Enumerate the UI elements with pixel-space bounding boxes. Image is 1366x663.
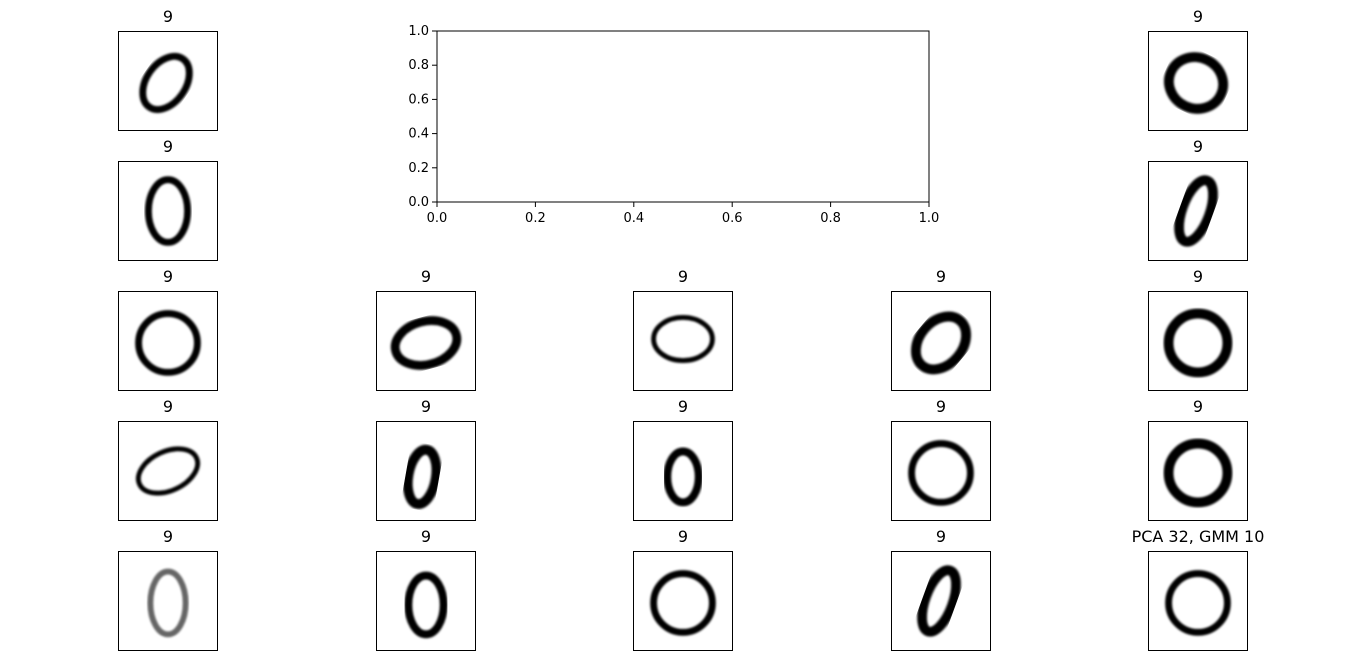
digit-stroke <box>1164 52 1229 114</box>
digit-image-panel <box>376 421 476 521</box>
digit-glyph <box>135 310 201 376</box>
digit-image-panel <box>376 551 476 651</box>
digit-stroke <box>144 176 192 246</box>
panel-title: 9 <box>935 397 947 416</box>
digit-glyph <box>650 570 716 636</box>
digit-glyph <box>663 447 703 507</box>
digit-stroke <box>908 440 974 506</box>
y-tick-label: 0.8 <box>408 58 429 73</box>
digit-stroke <box>663 447 703 507</box>
digit-glyph <box>1163 308 1233 378</box>
digit-image-panel <box>891 291 991 391</box>
digit-stroke <box>402 444 442 509</box>
digit-image-panel <box>1148 291 1248 391</box>
panel-title: 9 <box>677 267 689 286</box>
panel-title: 9 <box>935 527 947 546</box>
y-tick-label: 0.0 <box>408 195 429 210</box>
digit-stroke <box>404 571 448 639</box>
digit-image-panel <box>633 421 733 521</box>
empty-axes: 0.0 0.2 0.4 0.6 0.8 1.0 0.0 0.2 0.4 0.6 0.8 1.0 <box>408 24 940 226</box>
panel-title: 9 <box>420 267 432 286</box>
x-tick-label: 0.6 <box>722 211 743 226</box>
digit-image-panel <box>118 161 218 261</box>
digit-stroke <box>147 568 189 638</box>
x-tick-label: 0.8 <box>820 211 841 226</box>
digit-stroke <box>911 311 971 375</box>
panel-title: 9 <box>420 527 432 546</box>
digit-glyph <box>390 316 462 370</box>
digit-stroke <box>139 52 193 113</box>
y-tick-label: 0.2 <box>408 161 429 176</box>
digit-image-panel <box>118 291 218 391</box>
digit-image-panel <box>1148 551 1248 651</box>
digit-stroke <box>1174 175 1218 247</box>
x-tick-label: 1.0 <box>919 211 940 226</box>
digit-stroke <box>135 446 201 496</box>
panel-title: 9 <box>1192 7 1204 26</box>
panel-title: 9 <box>162 397 174 416</box>
digit-stroke <box>651 315 715 364</box>
digit-glyph <box>911 311 971 375</box>
panel-title: 9 <box>935 267 947 286</box>
digit-glyph <box>1164 52 1229 114</box>
x-tick-label: 0.2 <box>525 211 546 226</box>
digit-stroke <box>917 565 961 637</box>
digit-stroke <box>1165 570 1231 636</box>
digit-image-panel <box>376 291 476 391</box>
digit-glyph <box>402 444 442 509</box>
digit-image-panel <box>1148 421 1248 521</box>
digit-image-panel <box>118 421 218 521</box>
panel-title: 9 <box>162 137 174 156</box>
panel-title: 9 <box>677 397 689 416</box>
y-tick-label: 1.0 <box>408 24 429 39</box>
panel-title: 9 <box>1192 397 1204 416</box>
digit-glyph <box>139 52 193 113</box>
x-tick-label: 0.4 <box>623 211 644 226</box>
y-tick-label: 0.4 <box>408 127 429 142</box>
y-tick-label: 0.6 <box>408 92 429 107</box>
digit-glyph <box>651 315 715 364</box>
digit-glyph <box>404 571 448 639</box>
panel-title: 9 <box>1192 267 1204 286</box>
panel-title: 9 <box>162 267 174 286</box>
digit-glyph <box>917 565 961 637</box>
digit-image-panel <box>1148 31 1248 131</box>
panel-title: 9 <box>1192 137 1204 156</box>
digit-glyph <box>144 176 192 246</box>
digit-stroke <box>135 310 201 376</box>
panel-title: 9 <box>420 397 432 416</box>
digit-stroke <box>390 316 462 370</box>
digit-glyph <box>908 440 974 506</box>
digit-image-panel <box>891 551 991 651</box>
digit-glyph <box>135 446 201 496</box>
digit-image-panel <box>1148 161 1248 261</box>
digit-glyph <box>147 568 189 638</box>
panel-title: PCA 32, GMM 10 <box>1131 527 1265 546</box>
digit-stroke <box>1163 308 1233 378</box>
panel-title: 9 <box>162 527 174 546</box>
digit-glyph <box>1165 570 1231 636</box>
panel-title: 9 <box>162 7 174 26</box>
digit-image-panel <box>891 421 991 521</box>
digit-image-panel <box>118 31 218 131</box>
digit-stroke <box>1163 438 1233 508</box>
digit-glyph <box>1174 175 1218 247</box>
panel-title: 9 <box>677 527 689 546</box>
digit-stroke <box>650 570 716 636</box>
digit-image-panel <box>633 291 733 391</box>
axes-frame <box>436 30 930 203</box>
digit-glyph <box>1163 438 1233 508</box>
x-tick-label: 0.0 <box>427 211 448 226</box>
digit-image-panel <box>633 551 733 651</box>
digit-image-panel <box>118 551 218 651</box>
